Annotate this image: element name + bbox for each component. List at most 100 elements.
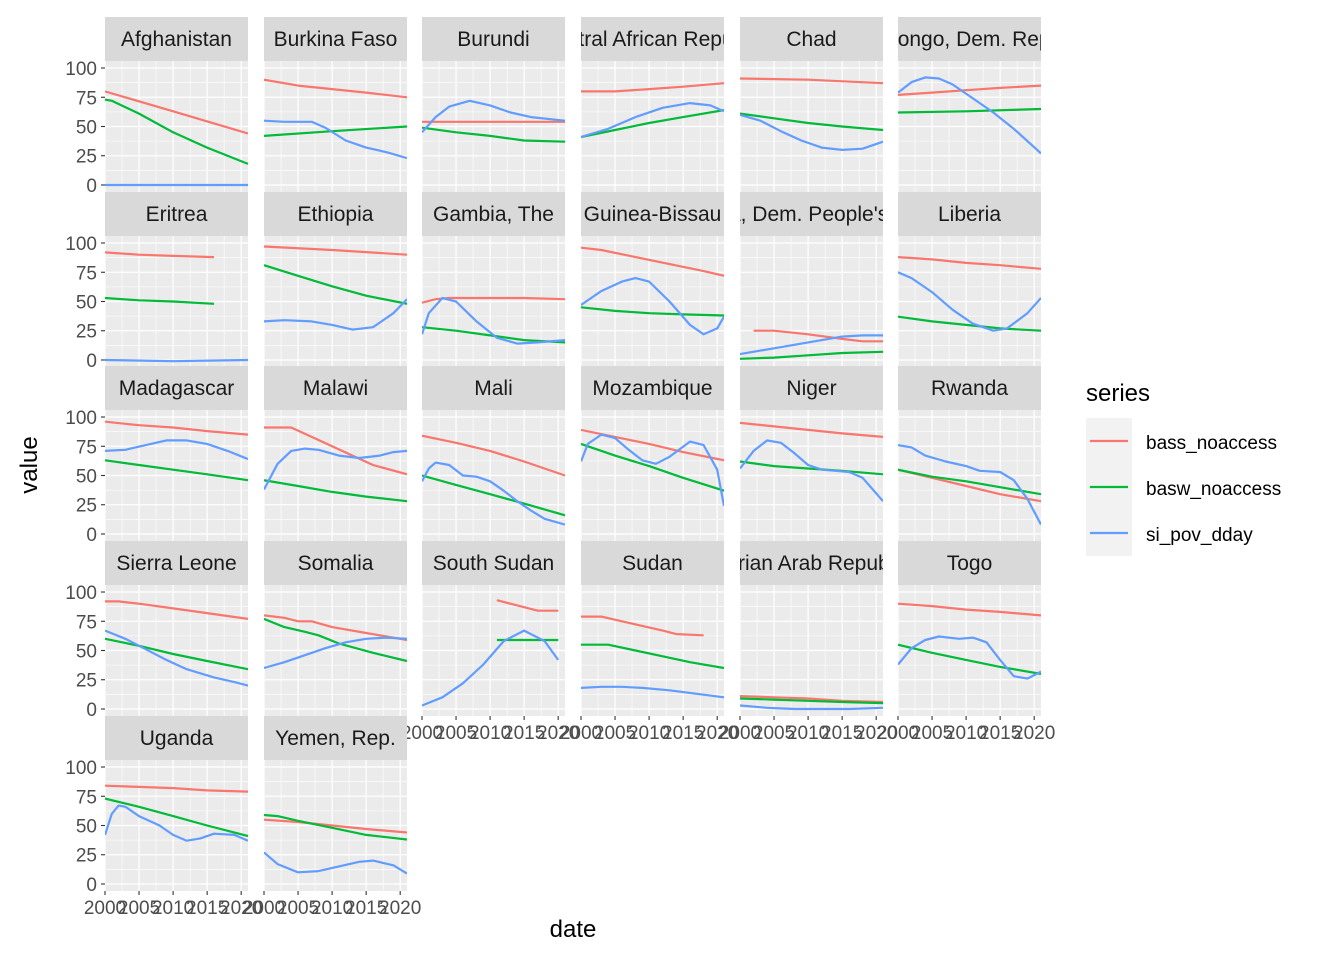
facet-strip <box>105 541 248 585</box>
series-group <box>740 77 883 151</box>
facet-strip <box>898 541 1041 585</box>
x-tick-label: 2005 <box>594 723 636 744</box>
facet-panel: Mozambique <box>580 366 724 541</box>
x-tick-label: 2015 <box>979 723 1021 744</box>
x-tick-label: 2020 <box>1013 723 1055 744</box>
series-group <box>422 599 560 707</box>
series-line-bass_noaccess <box>105 784 248 793</box>
x-tick-label: 2010 <box>469 723 511 744</box>
facet-strip-label: Syrian Arab Republic <box>713 552 909 575</box>
facet-panel: Burkina Faso <box>263 17 407 192</box>
facet-strip-label: Eritrea <box>146 203 208 226</box>
series-line-bass_noaccess <box>740 695 883 704</box>
series-line-bass_noaccess <box>898 256 1041 270</box>
facet-panel: Korea, Dem. People's Rep. <box>739 192 883 367</box>
facet-panel: Gambia, The <box>421 192 565 367</box>
series-group <box>422 99 565 143</box>
series-line-basw_noaccess <box>898 315 1041 332</box>
x-tick-label: 2000 <box>877 723 919 744</box>
facet-panel: Niger <box>739 366 883 541</box>
x-tick-label: 2015 <box>662 723 704 744</box>
series-line-basw_noaccess <box>105 296 215 305</box>
facet-strip-label: Niger <box>786 377 836 400</box>
series-line-basw_noaccess <box>898 107 1041 114</box>
facet-strip <box>264 716 407 760</box>
series-group <box>898 76 1041 155</box>
x-tick-label: 2015 <box>186 898 228 919</box>
y-tick-label: 75 <box>76 263 97 284</box>
facet-strip-label: Madagascar <box>119 377 235 400</box>
facet-strip-label: Somalia <box>298 552 374 575</box>
series-line-si_pov_dday <box>264 447 407 491</box>
y-axis-title: value <box>16 436 43 493</box>
x-tick-label: 2020 <box>537 723 579 744</box>
series-line-si_pov_dday <box>264 636 407 670</box>
series-line-bass_noaccess <box>105 600 248 620</box>
y-tick-label: 50 <box>76 467 97 488</box>
y-tick-label: 25 <box>76 147 97 168</box>
x-axis-title: date <box>550 916 597 943</box>
series-line-bass_noaccess <box>264 818 407 834</box>
facet-strip <box>264 192 407 236</box>
series-line-basw_noaccess <box>422 474 565 517</box>
facet-strip <box>422 366 565 410</box>
series-line-bass_noaccess <box>422 296 565 304</box>
facet-panel: Guinea-Bissau <box>580 192 724 367</box>
legend-label-1: bass_noaccess <box>1146 433 1277 454</box>
x-tick-label: 2000 <box>401 723 443 744</box>
facet-strip <box>740 541 883 585</box>
series-line-basw_noaccess <box>581 306 724 317</box>
x-tick-label: 2015 <box>345 898 387 919</box>
y-tick-label: 25 <box>76 846 97 867</box>
facet-strip <box>422 192 565 236</box>
facet-strip <box>264 366 407 410</box>
y-tick-label: 100 <box>65 583 97 604</box>
series-line-si_pov_dday <box>898 76 1041 155</box>
series-line-si_pov_dday <box>740 113 883 151</box>
series-line-bass_noaccess <box>264 426 407 476</box>
facet-panel: Madagascar 0 25 50 75 100 <box>65 366 248 546</box>
legend: series bass_noaccess basw_noaccess si_po… <box>1086 380 1281 556</box>
facet-strip <box>105 366 248 410</box>
x-tick-label: 2005 <box>435 723 477 744</box>
series-line-si_pov_dday <box>422 99 565 134</box>
series-group <box>422 434 565 526</box>
series-line-si_pov_dday <box>898 635 1041 680</box>
facet-strip-label: Afghanistan <box>121 28 232 51</box>
series-group <box>264 813 407 875</box>
series-line-si_pov_dday <box>105 358 248 363</box>
facet-strip <box>740 366 883 410</box>
series-group <box>898 602 1041 680</box>
x-tick-label: 2005 <box>911 723 953 744</box>
series-group <box>740 421 883 502</box>
facet-strip-label: Chad <box>786 28 836 51</box>
series-line-basw_noaccess <box>581 109 724 139</box>
series-line-basw_noaccess <box>264 617 407 663</box>
facet-strip-label: Guinea-Bissau <box>584 203 722 226</box>
y-tick-label: 100 <box>65 758 97 779</box>
facet-panel: Afghanistan 0 25 50 75 100 <box>65 17 248 197</box>
series-line-bass_noaccess <box>740 77 883 85</box>
series-line-basw_noaccess <box>898 643 1041 675</box>
x-tick-label: 2000 <box>560 723 602 744</box>
facet-panels: Afghanistan 0 25 50 75 100 Burkina Faso Burundi… <box>65 17 1057 919</box>
facet-strip <box>105 192 248 236</box>
x-tick-label: 2020 <box>855 723 897 744</box>
facet-panel: Rwanda <box>897 366 1041 541</box>
series-line-si_pov_dday <box>422 629 560 707</box>
x-tick-label: 2005 <box>753 723 795 744</box>
series-line-basw_noaccess <box>740 460 883 476</box>
series-line-basw_noaccess <box>740 112 883 132</box>
facet-strip <box>105 17 248 61</box>
y-tick-label: 25 <box>76 496 97 517</box>
facet-strip-label: Congo, Dem. Rep. <box>883 28 1057 51</box>
facet-panel: Somalia <box>263 541 407 716</box>
facet-strip <box>581 17 724 61</box>
facet-strip <box>105 716 248 760</box>
facet-panel: Chad <box>739 17 883 192</box>
